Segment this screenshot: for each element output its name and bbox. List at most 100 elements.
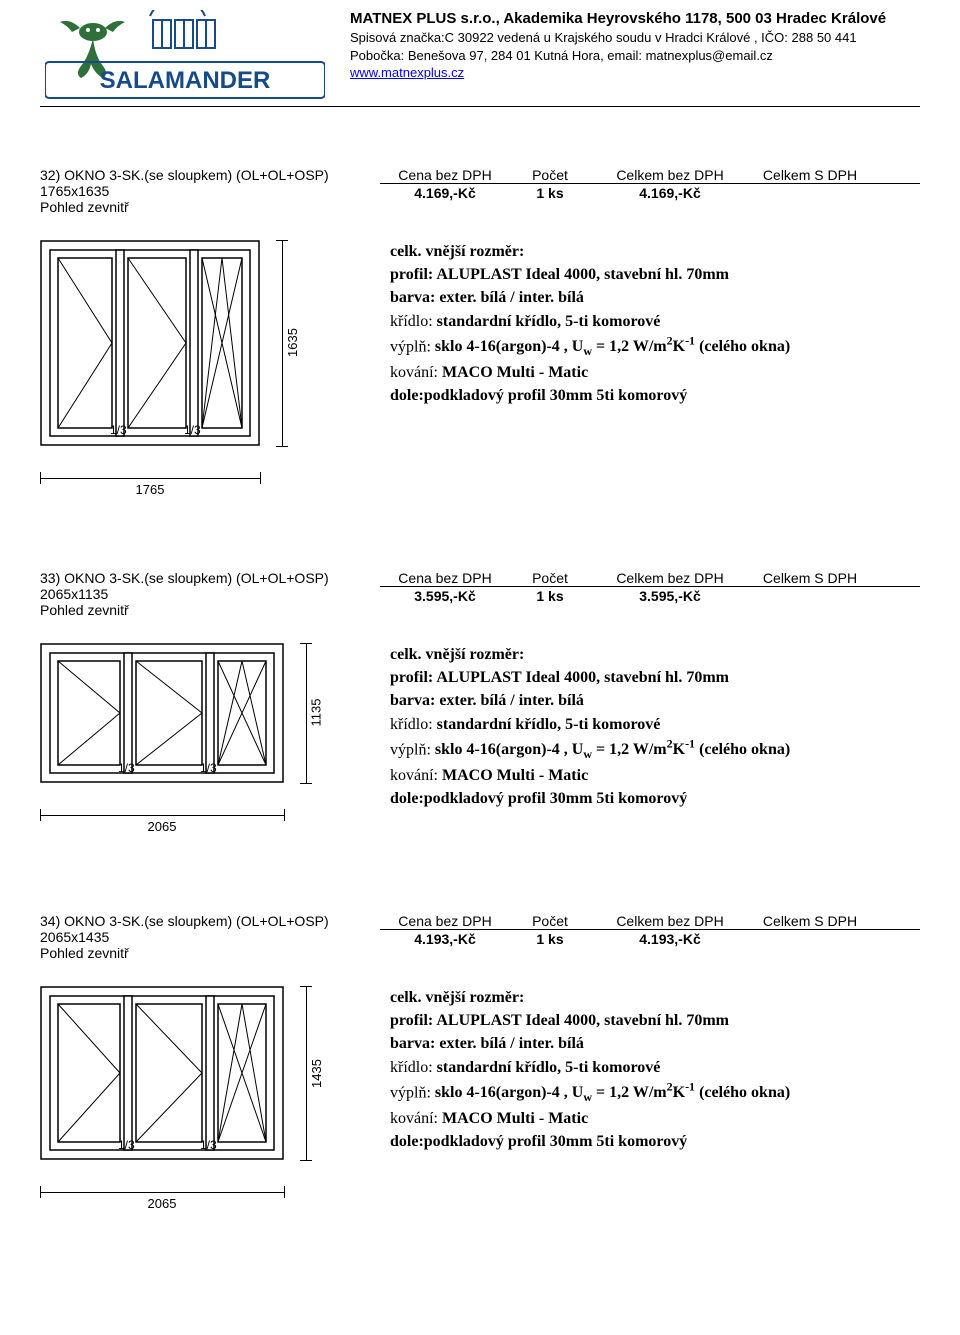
spec-block: celk. vnější rozměr: profil: ALUPLAST Id… [390, 240, 920, 500]
col-total: Celkem bez DPH [590, 167, 750, 183]
width-label: 1765 [40, 482, 260, 497]
spec-overall: celk. vnější rozměr: [390, 646, 524, 663]
val-count: 1 ks [510, 931, 590, 947]
spec-sash-label: křídlo: [390, 716, 437, 733]
item-title-block: 34) OKNO 3-SK.(se sloupkem) (OL+OL+OSP) … [40, 913, 350, 961]
spec-profile-value: ALUPLAST Ideal 4000, stavební hl. 70mm [436, 1012, 729, 1029]
spec-glass-sup2: -1 [685, 334, 695, 348]
spec-color-label: barva: [390, 289, 439, 306]
spec-fitting-label: kování: [390, 1110, 442, 1127]
price-table: Cena bez DPH Počet Celkem bez DPH Celkem… [380, 570, 920, 618]
spec-profile-value: ALUPLAST Ideal 4000, stavební hl. 70mm [436, 669, 729, 686]
item-title-block: 32) OKNO 3-SK.(se sloupkem) (OL+OL+OSP) … [40, 167, 350, 215]
spec-glass-1: sklo 4-16(argon)-4 , U [435, 741, 583, 758]
price-table: Cena bez DPH Počet Celkem bez DPH Celkem… [380, 913, 920, 961]
company-line-3: Pobočka: Benešova 97, 284 01 Kutná Hora,… [350, 47, 920, 65]
spec-sash-value: standardní křídlo, 5-ti komorové [437, 313, 661, 330]
spec-glass-label: výplň: [390, 1084, 435, 1101]
page-header: SALAMANDER MATNEX PLUS s.r.o., Akademika… [40, 10, 920, 107]
item-title: 33) OKNO 3-SK.(se sloupkem) (OL+OL+OSP) [40, 570, 350, 586]
spec-glass-sub: w [583, 1090, 592, 1104]
col-total-dph: Celkem S DPH [750, 913, 870, 929]
spec-glass-sub: w [583, 747, 592, 761]
spec-color-value: exter. bílá / inter. bílá [439, 1035, 584, 1052]
val-total-dph [750, 931, 870, 947]
spec-glass-1: sklo 4-16(argon)-4 , U [435, 338, 583, 355]
val-total: 3.595,-Kč [590, 588, 750, 604]
company-line-2: Spisová značka:C 30922 vedená u Krajskéh… [350, 29, 920, 47]
item-33: 33) OKNO 3-SK.(se sloupkem) (OL+OL+OSP) … [40, 570, 920, 843]
val-count: 1 ks [510, 588, 590, 604]
spec-glass-2: = 1,2 W/m [592, 338, 667, 355]
spec-sash-label: křídlo: [390, 313, 437, 330]
item-view: Pohled zevnitř [40, 199, 350, 215]
spec-fitting-value: MACO Multi - Matic [442, 364, 588, 381]
col-price-unit: Cena bez DPH [380, 913, 510, 929]
item-32: 32) OKNO 3-SK.(se sloupkem) (OL+OL+OSP) … [40, 167, 920, 500]
fraction-2: 1/3 [200, 761, 217, 775]
spec-color-value: exter. bílá / inter. bílá [439, 289, 584, 306]
spec-overall: celk. vnější rozměr: [390, 989, 524, 1006]
spec-glass-2: = 1,2 W/m [592, 1084, 667, 1101]
window-diagram-33: 1135 1/3 1/3 2065 [40, 643, 330, 843]
spec-sash-label: křídlo: [390, 1059, 437, 1076]
col-count: Počet [510, 570, 590, 586]
spec-color-label: barva: [390, 1035, 439, 1052]
col-price-unit: Cena bez DPH [380, 570, 510, 586]
item-34: 34) OKNO 3-SK.(se sloupkem) (OL+OL+OSP) … [40, 913, 920, 1220]
height-label: 1435 [309, 1059, 324, 1088]
item-dim: 2065x1435 [40, 929, 350, 945]
spec-glass-sup2: -1 [685, 1080, 695, 1094]
company-link[interactable]: www.matnexplus.cz [350, 65, 464, 80]
spec-glass-sup2: -1 [685, 737, 695, 751]
spec-sill: dole:podkladový profil 30mm 5ti komorový [390, 1133, 687, 1150]
logo-block: SALAMANDER [40, 10, 330, 100]
spec-glass-k: K [673, 1084, 685, 1101]
item-title: 34) OKNO 3-SK.(se sloupkem) (OL+OL+OSP) [40, 913, 350, 929]
spec-sash-value: standardní křídlo, 5-ti komorové [437, 716, 661, 733]
fraction-2: 1/3 [200, 1138, 217, 1152]
spec-color-label: barva: [390, 692, 439, 709]
spec-glass-2: = 1,2 W/m [592, 741, 667, 758]
spec-sill: dole:podkladový profil 30mm 5ti komorový [390, 790, 687, 807]
spec-sill: dole:podkladový profil 30mm 5ti komorový [390, 387, 687, 404]
item-dim: 2065x1135 [40, 586, 350, 602]
val-total-dph [750, 185, 870, 201]
spec-block: celk. vnější rozměr: profil: ALUPLAST Id… [390, 986, 920, 1220]
width-label: 2065 [40, 1196, 284, 1211]
val-price-unit: 4.169,-Kč [380, 185, 510, 201]
spec-fitting-label: kování: [390, 364, 442, 381]
spec-sash-value: standardní křídlo, 5-ti komorové [437, 1059, 661, 1076]
fraction-1: 1/3 [110, 423, 127, 437]
col-count: Počet [510, 167, 590, 183]
fraction-1: 1/3 [118, 761, 135, 775]
spec-overall: celk. vnější rozměr: [390, 243, 524, 260]
spec-glass-end: (celého okna) [695, 338, 790, 355]
item-view: Pohled zevnitř [40, 602, 350, 618]
spec-block: celk. vnější rozměr: profil: ALUPLAST Id… [390, 643, 920, 843]
spec-profile-value: ALUPLAST Ideal 4000, stavební hl. 70mm [436, 266, 729, 283]
fraction-1: 1/3 [118, 1138, 135, 1152]
spec-glass-label: výplň: [390, 338, 435, 355]
col-total-dph: Celkem S DPH [750, 570, 870, 586]
val-price-unit: 4.193,-Kč [380, 931, 510, 947]
spec-profile-label: profil: [390, 669, 436, 686]
col-price-unit: Cena bez DPH [380, 167, 510, 183]
val-total: 4.169,-Kč [590, 185, 750, 201]
fraction-2: 1/3 [184, 423, 201, 437]
col-total-dph: Celkem S DPH [750, 167, 870, 183]
spec-glass-label: výplň: [390, 741, 435, 758]
spec-fitting-value: MACO Multi - Matic [442, 767, 588, 784]
col-total: Celkem bez DPH [590, 570, 750, 586]
spec-fitting-value: MACO Multi - Matic [442, 1110, 588, 1127]
width-label: 2065 [40, 819, 284, 834]
company-info: MATNEX PLUS s.r.o., Akademika Heyrovskéh… [350, 10, 920, 100]
spec-profile-label: profil: [390, 266, 436, 283]
spec-profile-label: profil: [390, 1012, 436, 1029]
spec-glass-sub: w [583, 344, 592, 358]
window-diagram-34: 1435 1/3 1/3 2065 [40, 986, 330, 1220]
salamander-logo: SALAMANDER [45, 10, 325, 100]
val-count: 1 ks [510, 185, 590, 201]
val-total-dph [750, 588, 870, 604]
height-label: 1635 [285, 328, 300, 357]
